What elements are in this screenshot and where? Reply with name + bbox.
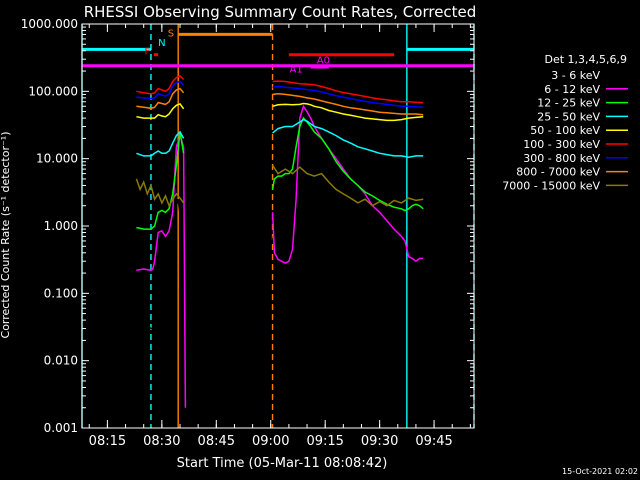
state-label-F: F: [144, 47, 150, 58]
series-line-5-1: [272, 80, 424, 104]
series-line-0-0: [135, 198, 182, 381]
chart-title: RHESSI Observing Summary Count Rates, Co…: [84, 3, 477, 21]
x-tick-label: 09:15: [306, 434, 343, 449]
legend-label: 800 - 7000 keV: [516, 166, 600, 179]
x-tick-label: 08:30: [143, 434, 180, 449]
legend-label: 300 - 800 keV: [523, 152, 600, 165]
y-tick-label: 0.001: [44, 421, 78, 435]
series-line-6-0: [136, 80, 185, 100]
legend-label: 6 - 12 keV: [544, 83, 600, 96]
state-label-N: N: [158, 38, 165, 49]
x-tick-label: 09:45: [415, 434, 452, 449]
y-tick-label: 10.000: [36, 152, 78, 166]
series-line-5-0: [136, 74, 185, 95]
legend-label: 100 - 300 keV: [523, 138, 600, 151]
series-line-3-1: [272, 118, 424, 158]
footer-date: 15-Oct-2021 02:02: [562, 467, 638, 476]
x-tick-label: 08:15: [89, 434, 126, 449]
legend-label: 3 - 6 keV: [551, 69, 600, 82]
series-line-4-1: [272, 102, 424, 122]
series-line-4-0: [136, 102, 185, 119]
x-tick-label: 08:45: [198, 434, 235, 449]
y-tick-label: 0.100: [44, 286, 78, 300]
series-line-2-1: [271, 116, 424, 212]
legend-label: 7000 - 15000 keV: [502, 179, 600, 192]
series-line-0-2: [407, 323, 426, 359]
state-label-S: S: [168, 29, 174, 40]
series-line-8-0: [135, 178, 185, 208]
series-line-3-0: [136, 130, 185, 157]
y-tick-label: 1.000: [44, 219, 78, 233]
legend-title: Det 1,3,4,5,6,9: [544, 53, 627, 66]
series-line-2-0: [136, 131, 185, 230]
series-line-1-1: [271, 104, 424, 265]
series-line-8-1: [271, 164, 424, 207]
y-axis-label: Corrected Count Rate (s⁻¹ detector⁻¹): [0, 132, 12, 339]
legend-label: 50 - 100 keV: [530, 124, 600, 137]
y-tick-label: 100.000: [28, 84, 78, 98]
x-axis-label: Start Time (05-Mar-11 08:08:42): [177, 456, 388, 471]
series-line-7-1: [272, 93, 424, 116]
series-line-7-0: [136, 87, 185, 110]
y-tick-label: 0.010: [44, 354, 78, 368]
legend-label: 12 - 25 keV: [537, 97, 600, 110]
x-tick-label: 09:30: [361, 434, 398, 449]
legend-label: 25 - 50 keV: [537, 110, 600, 123]
x-tick-label: 09:00: [252, 434, 289, 449]
series-line-6-1: [272, 85, 424, 109]
state-label-A1: A1: [290, 65, 303, 76]
y-tick-label: 1000.000: [21, 17, 78, 31]
state-label-A0: A0: [317, 55, 330, 66]
